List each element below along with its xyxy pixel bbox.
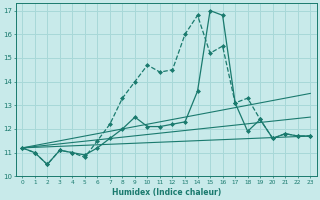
X-axis label: Humidex (Indice chaleur): Humidex (Indice chaleur) <box>112 188 221 197</box>
